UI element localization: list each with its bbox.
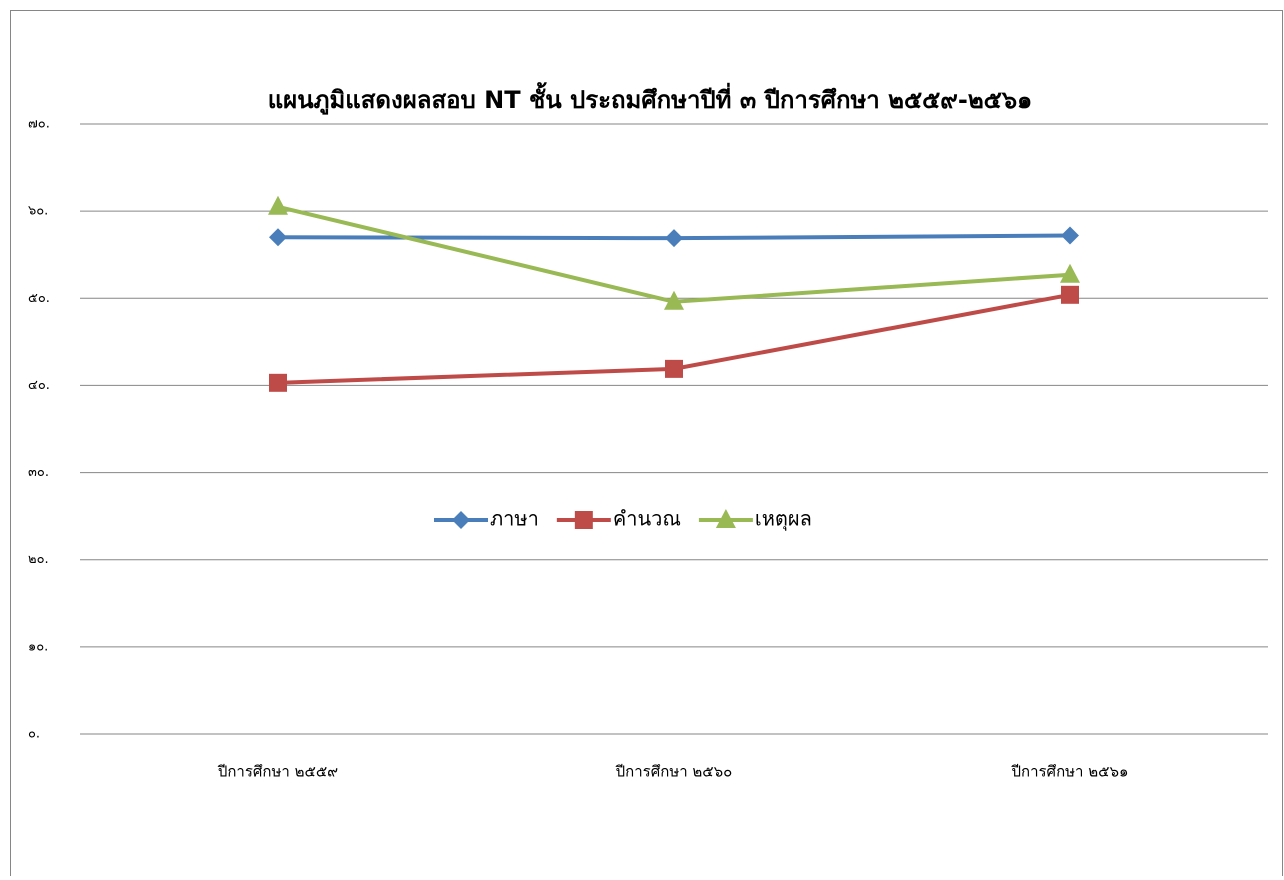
y-tick-label: ๒๐.: [28, 552, 49, 567]
marker: [269, 373, 287, 392]
marker: [268, 195, 288, 215]
y-tick-label: ๗๐.: [28, 117, 50, 132]
chart-frame: [10, 10, 1283, 880]
y-tick-label: ๓๐.: [28, 465, 49, 480]
marker: [665, 359, 683, 378]
marker: [269, 228, 287, 247]
marker: [1061, 226, 1079, 245]
marker: [664, 290, 684, 310]
legend-label: คำนวณ: [613, 507, 681, 531]
x-tick-label: ปีการศึกษา ๒๕๖๐: [615, 763, 733, 781]
marker: [1060, 263, 1080, 283]
marker: [452, 511, 470, 529]
marker: [574, 511, 593, 529]
legend-label: เหตุผล: [755, 507, 812, 532]
y-tick-label: ๔๐.: [28, 378, 50, 393]
y-tick-label: ๐.: [28, 727, 40, 742]
x-tick-label: ปีการศึกษา ๒๕๖๑: [1011, 763, 1129, 781]
y-tick-label: ๕๐.: [28, 291, 50, 306]
marker: [1061, 285, 1079, 304]
chart-title: แผนภูมิแสดงผลสอบ NT ชั้น ประถมศึกษาปีที่…: [268, 81, 1033, 115]
marker: [665, 229, 683, 248]
y-tick-label: ๖๐.: [28, 204, 48, 219]
legend-label: ภาษา: [490, 507, 539, 531]
y-tick-label: ๑๐.: [28, 639, 48, 654]
marker: [715, 509, 736, 528]
x-tick-label: ปีการศึกษา ๒๕๕๙: [217, 763, 338, 781]
